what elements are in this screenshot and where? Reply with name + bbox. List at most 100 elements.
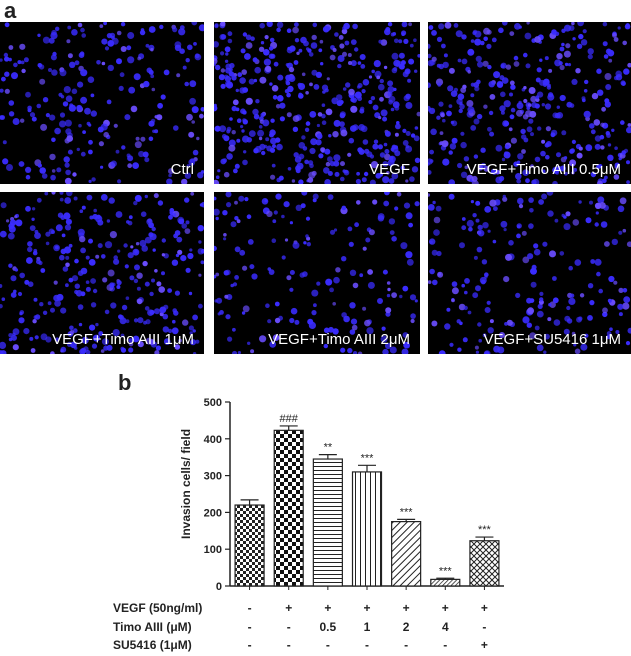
nucleus	[448, 67, 455, 74]
nucleus	[520, 128, 526, 135]
nucleus	[126, 153, 131, 158]
nucleus	[0, 88, 4, 93]
nucleus	[622, 302, 630, 310]
nucleus	[578, 146, 583, 151]
nucleus	[274, 301, 280, 307]
nucleus	[443, 53, 448, 58]
nucleus	[576, 152, 583, 159]
nucleus	[242, 159, 248, 166]
nucleus	[259, 76, 267, 84]
nucleus	[48, 228, 55, 235]
nucleus	[348, 88, 355, 96]
nucleus	[578, 316, 583, 321]
nucleus	[153, 193, 159, 199]
nucleus	[501, 157, 506, 162]
nucleus	[343, 315, 350, 323]
nucleus	[483, 104, 488, 109]
condition-label: SU5416 (1μM)	[113, 638, 192, 652]
nucleus	[23, 328, 30, 335]
nucleus	[295, 204, 302, 211]
micrograph-vegf: VEGF	[214, 22, 420, 184]
nucleus	[287, 167, 292, 171]
nucleus	[336, 94, 343, 101]
nucleus	[185, 267, 191, 273]
nucleus	[360, 64, 366, 69]
nucleus	[405, 212, 413, 220]
nucleus	[563, 328, 570, 335]
nuclei-field	[0, 22, 204, 184]
nucleus	[326, 77, 330, 81]
nucleus	[263, 58, 271, 66]
nucleus	[157, 200, 164, 206]
nucleus	[249, 264, 255, 270]
nucleus	[36, 197, 42, 203]
nucleus	[596, 271, 601, 277]
nucleus	[120, 333, 125, 338]
nucleus	[347, 347, 353, 354]
nucleus	[563, 50, 571, 58]
nucleus	[350, 39, 357, 45]
nucleus	[466, 100, 474, 107]
nucleus	[516, 109, 523, 117]
nucleus	[618, 287, 624, 293]
nucleus	[44, 192, 49, 196]
nucleus	[309, 163, 314, 169]
nucleus	[614, 146, 618, 150]
nucleus	[536, 310, 544, 318]
nucleus	[258, 46, 265, 52]
nucleus	[569, 159, 577, 167]
nucleus	[495, 169, 500, 175]
nucleus	[247, 341, 251, 345]
nucleus	[451, 120, 458, 127]
nucleus	[76, 147, 81, 152]
nucleus	[219, 310, 224, 315]
nucleus	[72, 172, 77, 177]
nucleus	[262, 119, 270, 127]
nucleus	[182, 65, 187, 70]
nucleus	[461, 283, 465, 288]
nucleus	[500, 110, 505, 115]
nucleus	[613, 280, 618, 285]
nucleus	[602, 22, 608, 27]
nucleus	[475, 200, 481, 206]
nucleus	[332, 131, 339, 138]
nucleus	[594, 143, 601, 150]
nucleus	[56, 167, 62, 173]
significance-label: ***	[400, 506, 414, 518]
nucleus	[91, 177, 96, 182]
nucleus	[482, 60, 489, 67]
micrograph-timo-2: VEGF+Timo AIII 2μM	[214, 192, 420, 354]
nucleus	[69, 325, 74, 331]
nucleus	[523, 98, 528, 104]
nucleus	[514, 23, 521, 30]
nucleus	[138, 150, 145, 158]
nucleus	[523, 52, 528, 58]
nucleus	[98, 141, 104, 147]
nucleus	[14, 215, 18, 219]
nucleus	[459, 242, 465, 249]
nucleus	[196, 136, 200, 141]
nucleus	[362, 306, 367, 311]
nucleus	[429, 268, 435, 275]
nucleus	[144, 281, 150, 287]
nucleus	[296, 51, 300, 55]
nucleus	[382, 161, 389, 167]
nucleus	[292, 126, 299, 132]
nucleus	[42, 97, 49, 103]
nucleus	[348, 241, 354, 247]
nucleus	[103, 131, 109, 138]
nucleus	[395, 60, 403, 68]
nucleus	[234, 216, 239, 221]
nucleus	[88, 149, 93, 155]
nucleus	[79, 51, 85, 56]
nucleus	[467, 310, 472, 315]
nucleus	[390, 107, 395, 112]
nucleus	[604, 73, 612, 80]
nucleus	[150, 48, 154, 52]
nucleus	[626, 241, 631, 247]
nucleus	[290, 307, 298, 315]
nucleus	[332, 328, 339, 335]
nucleus	[521, 230, 527, 236]
nucleus	[148, 136, 154, 142]
nucleus	[113, 258, 120, 265]
